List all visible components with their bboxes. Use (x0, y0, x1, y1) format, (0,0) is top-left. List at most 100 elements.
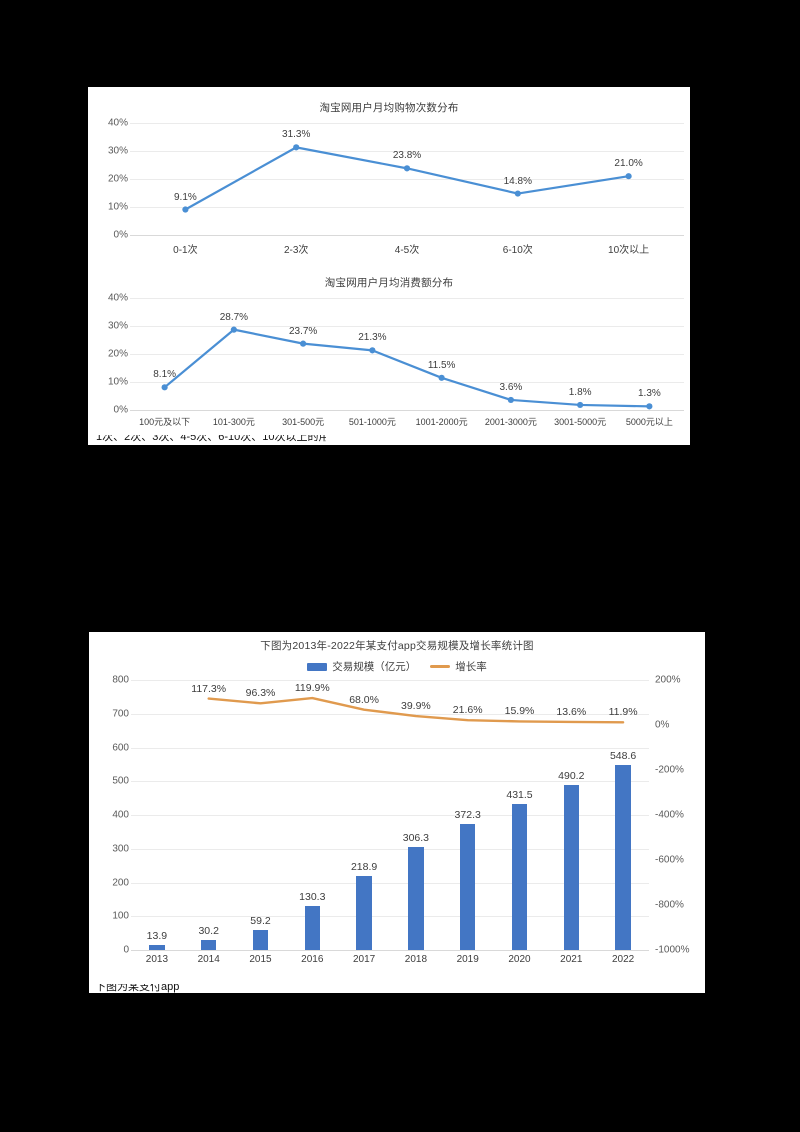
chart-payapp-scale-growth: 下图为2013年-2022年某支付app交易规模及增长率统计图 交易规模（亿元）… (89, 632, 705, 972)
y-tick-label: 800 (112, 674, 129, 686)
y-axis-left-labels: 800 700 600 500 400 300 200 100 0 (89, 675, 129, 956)
x-tick-label: 2014 (197, 954, 220, 965)
chart-legend: 交易规模（亿元） 增长率 (89, 659, 705, 674)
x-tick-label: 2-3次 (283, 245, 309, 256)
x-axis-labels: 0-1次 2-3次 4-5次 6-10次 10次以上 (130, 241, 732, 261)
line-series (182, 144, 632, 213)
chart-taobao-frequency: 淘宝网用户月均购物次数分布 40% 30% 20% 10% 0% 9.1% 31.3% 23… (88, 87, 690, 261)
x-tick-label: 2021 (560, 954, 583, 965)
gridline (130, 298, 684, 299)
y-tick-label: 10% (107, 201, 128, 213)
x-tick-label: 10次以上 (608, 245, 650, 256)
y-tick-label: 0 (123, 944, 129, 956)
plot-area: 40% 30% 20% 10% 0% 8.1% 28.7% 23.7% 21.3% 11.5% 3… (88, 293, 690, 416)
gridline (131, 882, 649, 884)
gridline (131, 713, 649, 715)
legend-item-line[interactable]: 增长率 (430, 659, 487, 674)
bar-value-label: 130.3 (299, 891, 326, 904)
x-tick-label: 6-10次 (502, 245, 533, 256)
growth-rate-label: 68.0% (349, 693, 379, 706)
x-tick-label: 2022 (611, 954, 635, 965)
x-axis-labels: 2013 2014 2015 2016 2017 2018 2019 2020 2021 2022 (131, 954, 747, 972)
y-tick-label: 400 (112, 809, 129, 821)
gridline (131, 848, 649, 850)
y2-tick-label: -600% (655, 854, 684, 866)
growth-rate-label: 39.9% (401, 700, 431, 713)
x-tick-label: 2018 (404, 954, 428, 965)
x-tick-label: 2020 (508, 954, 531, 965)
bar (149, 945, 165, 950)
chart-title: 淘宝网用户月均购物次数分布 (319, 102, 459, 114)
data-point-label: 1.3% (637, 388, 661, 400)
data-point-label: 8.1% (153, 369, 177, 381)
y2-tick-label: 200% (655, 674, 681, 686)
x-tick-label: 301-500元 (282, 417, 325, 427)
plot-canvas: 8.1% 28.7% 23.7% 21.3% 11.5% 3.6% 1.8% 1.3% (130, 298, 684, 411)
y-tick-label: 30% (107, 145, 128, 157)
y-tick-label: 20% (107, 173, 128, 185)
x-tick-label: 2016 (301, 954, 324, 965)
gridline (130, 326, 684, 327)
x-tick-label: 501-1000元 (348, 417, 396, 427)
y2-tick-label: -200% (655, 764, 684, 776)
clipped-text-remnant-top: 1次、2次、3次、4-5次、6-10次、10次以上的用户占比 (96, 435, 326, 443)
plot-area: 800 700 600 500 400 300 200 100 0 13.9 30.2 59.2 13… (89, 675, 705, 956)
x-tick-label: 0-1次 (173, 245, 198, 256)
y2-tick-label: -800% (655, 899, 684, 911)
bar-value-label: 13.9 (146, 930, 168, 943)
gridline (130, 123, 684, 124)
x-tick-label: 5000元以上 (625, 417, 673, 427)
x-tick-label: 2001-3000元 (484, 417, 537, 427)
bar (252, 930, 269, 950)
growth-rate-label: 117.3% (191, 682, 227, 695)
data-point-label: 23.7% (288, 325, 318, 337)
data-point-label: 21.3% (358, 332, 387, 344)
bar (459, 824, 476, 950)
x-tick-label: 101-300元 (212, 417, 255, 427)
data-point-label: 11.5% (427, 359, 456, 371)
data-point-label: 21.0% (614, 158, 643, 170)
clipped-text-remnant-bottom: 下图为某支付app (95, 984, 180, 993)
chart-title: 淘宝网用户月均消费额分布 (324, 277, 454, 289)
legend-bar-swatch (307, 662, 328, 671)
y-axis-labels: 40% 30% 20% 10% 0% (88, 293, 128, 416)
bar (200, 939, 217, 950)
growth-rate-label: 119.9% (294, 682, 330, 695)
plot-area: 40% 30% 20% 10% 0% 9.1% 31.3% 23.8% 14.8% 21.0% (88, 118, 690, 241)
y2-tick-label: 0% (655, 719, 670, 731)
y-tick-label: 30% (107, 320, 128, 332)
plot-canvas: 9.1% 31.3% 23.8% 14.8% 21.0% (130, 123, 684, 236)
growth-rate-label: 15.9% (504, 705, 535, 718)
legend-line-swatch (430, 665, 451, 668)
legend-line-label: 增长率 (455, 661, 487, 673)
x-tick-label: 1001-2000元 (415, 417, 468, 427)
data-point-label: 9.1% (173, 191, 197, 203)
y-tick-label: 300 (112, 843, 129, 855)
x-tick-label: 4-5次 (394, 245, 420, 256)
y-tick-label: 40% (107, 117, 128, 129)
bar-value-label: 490.2 (558, 769, 585, 782)
y-tick-label: 10% (107, 376, 128, 388)
axis-baseline (130, 410, 684, 411)
axis-baseline (130, 235, 684, 236)
y-tick-label: 200 (112, 877, 129, 888)
legend-item-bar[interactable]: 交易规模（亿元） (307, 659, 416, 674)
bar-value-label: 431.5 (506, 789, 533, 802)
growth-rate-label: 21.6% (452, 704, 483, 717)
data-point-label: 1.8% (568, 386, 592, 398)
data-point-label: 28.7% (219, 311, 249, 323)
chart-card-bottom: 下图为2013年-2022年某支付app交易规模及增长率统计图 交易规模（亿元）… (89, 632, 705, 993)
bar-value-label: 218.9 (350, 861, 378, 874)
gridline (131, 815, 649, 816)
growth-rate-label: 11.9% (608, 706, 638, 719)
legend-bar-label: 交易规模（亿元） (332, 661, 417, 673)
bar (563, 784, 580, 950)
y-axis-right-labels: 200% 0% -200% -400% -600% -800% -1000% (651, 675, 705, 956)
x-tick-label: 3001-5000元 (554, 417, 607, 427)
gridline (131, 916, 649, 918)
gridline (130, 382, 684, 383)
growth-rate-line-series (207, 696, 625, 724)
bar (408, 846, 424, 950)
gridline (130, 207, 684, 208)
